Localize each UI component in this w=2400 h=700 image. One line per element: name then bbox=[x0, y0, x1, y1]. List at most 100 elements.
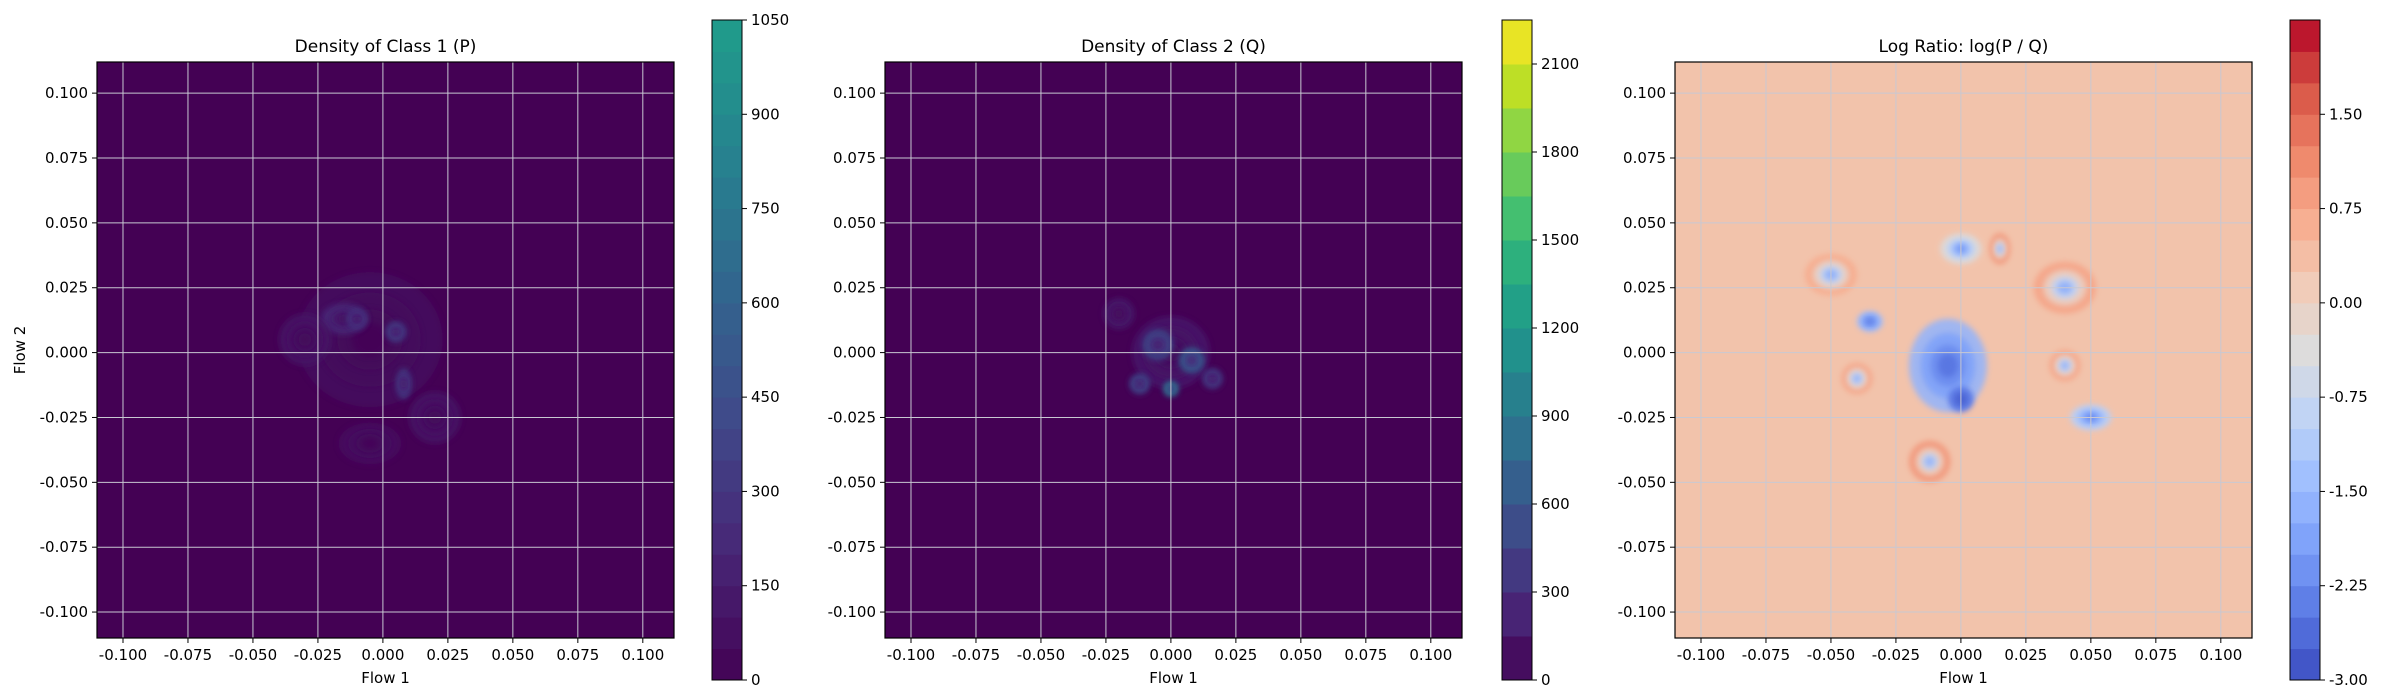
density-blob bbox=[298, 333, 312, 347]
plot-frame bbox=[1674, 61, 2253, 639]
colorbar: -3.00 -2.25 -1.50 -0.75 0.00 0.75 1.50 bbox=[2289, 19, 2368, 689]
x-tick-label: 0.025 bbox=[426, 646, 469, 664]
colorbar-level bbox=[2290, 617, 2320, 650]
x-tick-label: 0.000 bbox=[361, 646, 404, 664]
x-tick-label: -0.100 bbox=[99, 646, 147, 664]
colorbar-level bbox=[1502, 416, 1532, 461]
y-tick-label: 0.050 bbox=[45, 214, 88, 232]
colorbar-frame bbox=[2289, 19, 2321, 681]
colorbar-level bbox=[2290, 82, 2320, 115]
colorbar-tick-label: 1200 bbox=[1541, 319, 1579, 337]
plot-area: -0.100 -0.075 -0.050 -0.025 0.000 0.025 0.050 0… bbox=[1618, 61, 2253, 664]
y-tick-label: 0.075 bbox=[1623, 149, 1666, 167]
x-tick-label: -0.050 bbox=[1807, 646, 1855, 664]
colorbar-level bbox=[1502, 152, 1532, 197]
colorbar-level bbox=[2290, 460, 2320, 492]
colorbar-level bbox=[2290, 585, 2320, 618]
y-tick-label: 0.100 bbox=[45, 84, 88, 102]
colorbar-level bbox=[712, 617, 742, 650]
x-tick-label: -0.075 bbox=[1742, 646, 1790, 664]
density-blob bbox=[362, 438, 378, 449]
y-tick-label: 0.025 bbox=[833, 279, 876, 297]
x-tick-label: 0.050 bbox=[1279, 646, 1322, 664]
colorbar-tick-label: -3.00 bbox=[2329, 671, 2368, 689]
density-class-1-panel: Density of Class 1 (P) -0.100 -0.075 -0.05… bbox=[11, 11, 789, 689]
colorbar-tick-label: 1500 bbox=[1541, 231, 1579, 249]
y-tick-label: -0.050 bbox=[1618, 473, 1666, 491]
colorbar-level bbox=[2290, 114, 2320, 147]
colorbar-level bbox=[712, 20, 742, 52]
panel-title: Log Ratio: log(P / Q) bbox=[1879, 37, 2049, 57]
colorbar-level bbox=[1502, 592, 1532, 637]
colorbar-level bbox=[1502, 284, 1532, 329]
colorbar: 0 150 300 450 600 750 900 1050 bbox=[711, 11, 789, 689]
y-tick-label: -0.100 bbox=[40, 603, 88, 621]
x-tick-label: 0.000 bbox=[1149, 646, 1192, 664]
colorbar-tick-label: 600 bbox=[751, 294, 780, 312]
colorbar-level bbox=[2290, 522, 2320, 555]
density-blob bbox=[393, 329, 399, 335]
colorbar-level bbox=[712, 460, 742, 492]
y-tick-label: -0.100 bbox=[1618, 603, 1666, 621]
colorbar-level bbox=[2290, 51, 2320, 84]
colorbar-level bbox=[2290, 428, 2320, 461]
colorbar-level bbox=[1502, 372, 1532, 417]
colorbar-level bbox=[2290, 365, 2320, 398]
x-tick-label: -0.075 bbox=[952, 646, 1000, 664]
colorbar-level bbox=[2290, 554, 2320, 587]
plot-area: -0.100 -0.075 -0.050 -0.025 0.000 0.025 0.050 0… bbox=[828, 61, 1463, 664]
colorbar-level bbox=[1502, 460, 1532, 505]
colorbar-tick-label: -0.75 bbox=[2329, 388, 2368, 406]
colorbar-level bbox=[712, 114, 742, 147]
y-tick-label: 0.050 bbox=[1623, 214, 1666, 232]
y-tick-label: -0.025 bbox=[828, 408, 876, 426]
colorbar-level bbox=[712, 648, 742, 681]
colorbar-tick-label: 0 bbox=[751, 671, 761, 689]
colorbar-level bbox=[712, 240, 742, 272]
colorbar-level bbox=[712, 397, 742, 430]
colorbar-level bbox=[1502, 240, 1532, 285]
colorbar-tick-label: 0.00 bbox=[2329, 294, 2362, 312]
colorbar-tick-label: 300 bbox=[1541, 583, 1570, 601]
colorbar-level bbox=[2290, 648, 2320, 681]
plot-area: -0.100 -0.075 -0.050 -0.025 0.000 0.025 0.050 0… bbox=[40, 61, 675, 664]
colorbar-tick-label: 900 bbox=[751, 105, 780, 123]
colorbar-level bbox=[2290, 397, 2320, 430]
x-tick-label: -0.100 bbox=[887, 646, 935, 664]
colorbar-level bbox=[2290, 177, 2320, 210]
plot-frame bbox=[884, 61, 1463, 639]
colorbar-level bbox=[2290, 491, 2320, 524]
x-tick-label: -0.050 bbox=[229, 646, 277, 664]
colorbar-level bbox=[712, 365, 742, 398]
colorbar-level bbox=[2290, 20, 2320, 52]
y-axis-label: Flow 2 bbox=[11, 326, 29, 375]
colorbar-tick-label: 750 bbox=[751, 200, 780, 218]
colorbar-tick-label: 0 bbox=[1541, 671, 1551, 689]
colorbar-level bbox=[712, 554, 742, 587]
colorbar-level bbox=[2290, 302, 2320, 335]
x-tick-label: -0.050 bbox=[1017, 646, 1065, 664]
colorbar-frame bbox=[711, 19, 743, 681]
y-tick-label: 0.000 bbox=[1623, 344, 1666, 362]
x-tick-label: -0.100 bbox=[1677, 646, 1725, 664]
colorbar-level bbox=[712, 208, 742, 241]
y-tick-label: 0.075 bbox=[833, 149, 876, 167]
x-axis-label: Flow 1 bbox=[1149, 669, 1198, 687]
colorbar-level bbox=[712, 145, 742, 178]
density-blob bbox=[1997, 244, 2003, 253]
colorbar-tick-label: 1050 bbox=[751, 11, 789, 29]
density-blob bbox=[1853, 374, 1861, 383]
y-tick-label: -0.050 bbox=[828, 473, 876, 491]
y-tick-label: -0.075 bbox=[40, 538, 88, 556]
density-blob bbox=[1188, 357, 1195, 364]
y-tick-label: -0.025 bbox=[40, 408, 88, 426]
panel-title: Density of Class 1 (P) bbox=[295, 37, 477, 57]
density-blob bbox=[1924, 456, 1935, 467]
density-blob bbox=[401, 379, 406, 388]
colorbar-level bbox=[2290, 145, 2320, 178]
colorbar-tick-label: 1800 bbox=[1541, 143, 1579, 161]
density-blob bbox=[1866, 318, 1874, 325]
colorbar-level bbox=[1502, 20, 1532, 65]
y-tick-label: -0.100 bbox=[828, 603, 876, 621]
